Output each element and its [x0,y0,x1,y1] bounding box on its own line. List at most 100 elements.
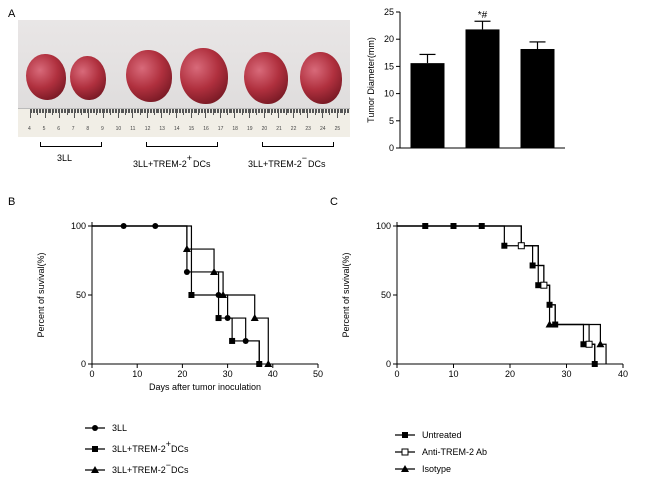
y-tick-label: 50 [76,290,86,300]
ruler-tick [250,109,252,113]
ruler-tick [138,109,140,113]
legend-marker-triangle [401,465,409,472]
marker-square [188,292,195,298]
ruler-tick [92,109,94,113]
tumor-image [26,54,66,100]
ruler-tick [247,109,249,113]
marker-triangle [182,245,191,253]
ruler-tick [130,109,132,113]
tumor-image [244,52,288,104]
ruler-tick [91,109,93,113]
ruler-number: 11 [130,126,136,132]
ruler-tick [272,109,274,113]
ruler-tick [193,109,195,113]
ruler-tick [148,109,150,113]
ruler-tick [184,109,186,113]
ruler-tick [101,109,103,113]
legend-label-trem2-pos: 3LL+TREM-2+DCs [112,439,189,454]
group-label-trem2-pos: 3LL+TREM-2+DCs [133,153,211,169]
ruler-tick [117,109,119,118]
ruler-tick [37,109,39,115]
ruler-tick [111,109,113,113]
ruler-tick [30,109,31,118]
ruler-tick [234,109,236,118]
ruler-tick [59,109,61,118]
ruler-tick [35,109,37,113]
ruler-tick [180,109,182,113]
ruler-tick [320,109,322,113]
ruler-tick [121,109,123,113]
ruler-tick [237,109,239,113]
ruler-tick [113,109,115,113]
tumor-image [180,48,228,104]
group-label-text: 3LL+TREM-2 [248,159,302,169]
ruler-tick [46,109,48,113]
ruler-tick [216,109,218,113]
marker-triangle [596,340,605,348]
marker-square [580,341,587,348]
ruler-tick [173,109,175,113]
x-axis-label: Days after tumor inoculation [149,382,261,392]
ruler-tick [104,109,106,113]
y-tick-label: 50 [381,290,391,300]
ruler-number: 8 [86,126,90,132]
ruler-tick [298,109,300,113]
ruler-tick [176,109,177,118]
ruler: 4 5 6 7 8 9 10 11 12 13 14 15 16 17 18 19 20 21 22 23 24 25 [18,108,350,137]
marker-square [450,223,457,229]
ruler-tick [54,109,56,113]
ruler-tick [249,109,250,118]
group-label-text: DCs [308,159,326,169]
ruler-tick [317,109,319,113]
ruler-tick [322,109,323,118]
ruler-tick [114,109,116,113]
y-tick-label: 10 [384,89,394,99]
group-brace [146,142,218,147]
ruler-tick [340,109,342,113]
ruler-tick [192,109,194,113]
ruler-tick [270,109,272,115]
ruler-tick [342,109,344,113]
marker-square [552,321,559,328]
ruler-tick [297,109,299,113]
ruler-tick [295,109,297,113]
ruler-tick [189,109,191,113]
x-tick-label: 30 [223,369,233,379]
ruler-tick [279,109,281,113]
ruler-tick [284,109,286,113]
ruler-number: 22 [290,126,297,132]
ruler-number: 7 [71,126,75,132]
ruler-tick [246,109,248,113]
y-tick-label: 25 [384,7,394,17]
ruler-tick [308,109,310,113]
legend-b: 3LL 3LL+TREM-2+DCs 3LL+TREM-2−DCs [85,423,189,475]
ruler-tick [292,109,294,118]
ruler-tick [60,109,62,113]
ruler-number: 14 [174,126,180,132]
ruler-tick [63,109,65,113]
ruler-tick [332,109,334,113]
ruler-tick [146,109,148,118]
ruler-number: 21 [276,126,282,132]
ruler-tick [32,109,34,113]
ruler-tick [254,109,256,113]
ruler-tick [333,109,335,113]
ruler-tick [89,109,91,113]
superscript: + [186,153,193,163]
ruler-tick [62,109,64,113]
marker-square [422,223,429,229]
ruler-tick [70,109,72,113]
ruler-tick [171,109,173,113]
ruler-tick [51,109,53,115]
marker-square [215,315,222,322]
legend-marker-square [92,446,98,452]
tumor-photo: 4 5 6 7 8 9 10 11 12 13 14 15 16 17 18 19 20 21 22 23 24 25 [18,20,350,137]
ruler-tick [82,109,84,113]
marker-open-square [540,281,548,289]
ruler-tick [183,109,185,115]
ruler-tick [241,109,243,115]
ruler-number: 23 [305,126,311,132]
ruler-tick [238,109,240,113]
ruler-tick [159,109,161,113]
ruler-tick [167,109,169,113]
